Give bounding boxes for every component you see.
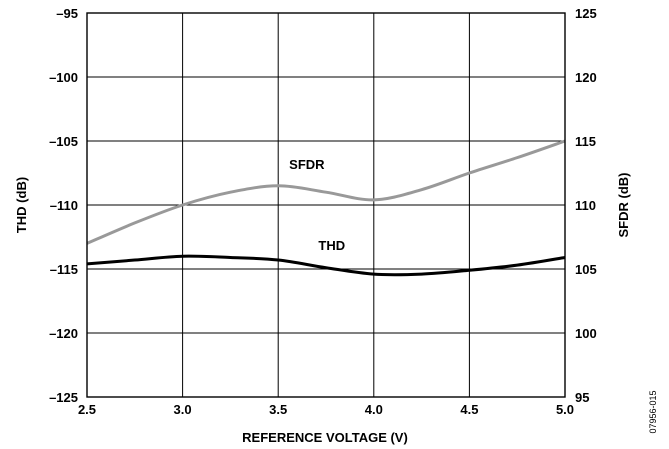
y-right-tick-label: 95 — [575, 390, 589, 405]
x-tick-label: 4.5 — [460, 402, 478, 417]
y-left-tick-label: –100 — [49, 70, 78, 85]
chart-series-group — [86, 139, 566, 277]
y-left-tick-label: –105 — [49, 134, 78, 149]
y-right-tick-label: 105 — [575, 262, 597, 277]
y-right-tick-label: 125 — [575, 6, 597, 21]
y-left-tick-label: –95 — [56, 6, 78, 21]
chart-gridlines — [86, 12, 566, 398]
x-tick-label: 5.0 — [556, 402, 574, 417]
y-right-tick-label: 115 — [575, 134, 596, 149]
tick-labels: 2.5 3.0 3.5 4.0 4.5 5.0 –95 –100 –105 –110 –115 –12… — [49, 6, 597, 417]
y-right-tick-label: 120 — [575, 70, 597, 85]
y-axis-left-label: THD (dB) — [14, 177, 29, 233]
y-right-tick-label: 100 — [575, 326, 597, 341]
series-annotations: SFDR THD — [289, 157, 345, 253]
series-line-sfdr — [86, 139, 566, 245]
x-tick-label: 4.0 — [365, 402, 383, 417]
series-label-sfdr: SFDR — [289, 157, 325, 172]
y-axis-right-label: SFDR (dB) — [616, 173, 631, 238]
x-tick-label: 2.5 — [78, 402, 96, 417]
series-label-thd: THD — [318, 238, 345, 253]
y-left-tick-label: –120 — [49, 326, 78, 341]
x-tick-label: 3.5 — [269, 402, 287, 417]
plot-frame — [86, 12, 566, 398]
y-left-tick-label: –110 — [50, 198, 78, 213]
y-left-tick-label: –115 — [50, 262, 78, 277]
x-axis-label: REFERENCE VOLTAGE (V) — [242, 430, 408, 445]
x-tick-label: 3.0 — [174, 402, 192, 417]
series-line-thd — [86, 254, 566, 277]
y-left-tick-label: –125 — [49, 390, 78, 405]
y-right-tick-label: 110 — [575, 198, 596, 213]
figure-id: 07956-015 — [648, 390, 658, 433]
